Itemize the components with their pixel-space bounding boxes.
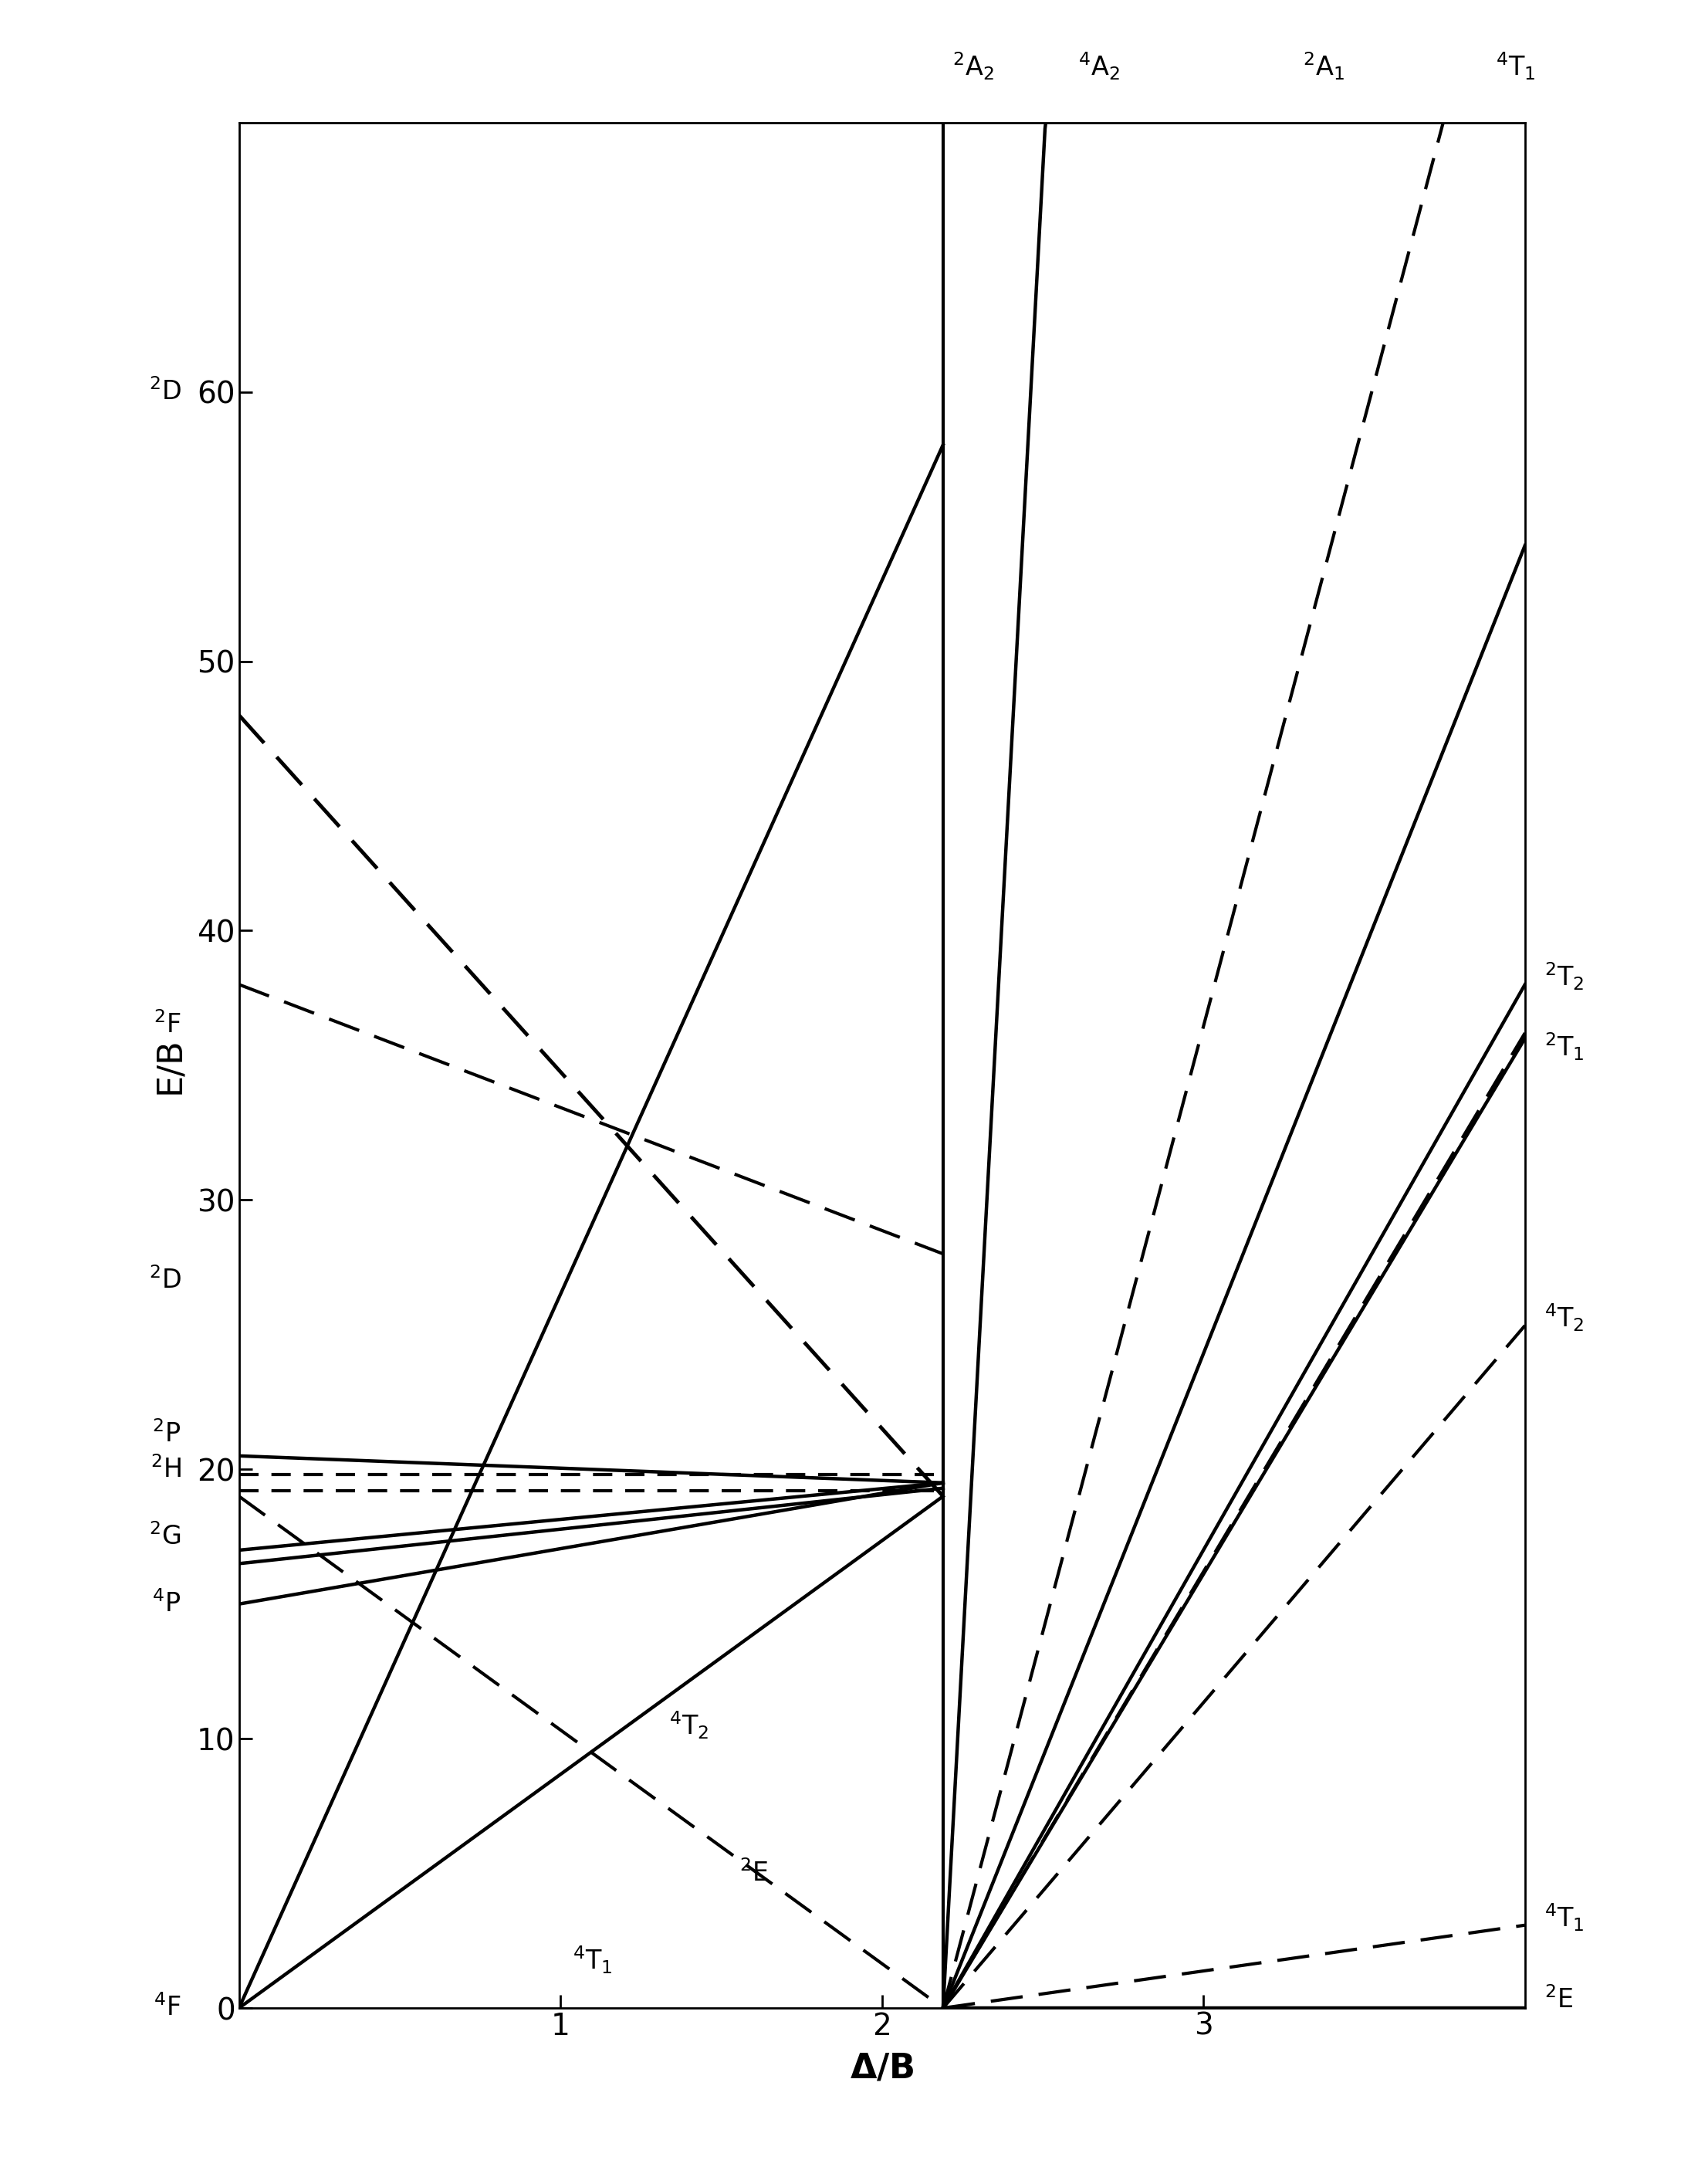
Text: $^2$P: $^2$P [153,1422,182,1448]
Text: $^2$F: $^2$F [155,1011,182,1037]
Text: $^4$T$_1$: $^4$T$_1$ [1496,50,1537,83]
Text: $^2$G: $^2$G [149,1522,182,1551]
Text: $^2$E: $^2$E [739,1861,767,1887]
X-axis label: $\mathbf{\Delta/B}$: $\mathbf{\Delta/B}$ [849,2051,914,2086]
Text: $^4$T$_1$: $^4$T$_1$ [572,1944,613,1977]
Text: $^4$P: $^4$P [153,1590,182,1618]
Text: $^4$A$_2$: $^4$A$_2$ [1078,50,1119,83]
Text: $^4$T$_1$: $^4$T$_1$ [1543,1902,1584,1933]
Text: $^4$T$_2$: $^4$T$_2$ [1543,1302,1584,1332]
Text: $^2$A$_2$: $^2$A$_2$ [953,50,995,83]
Y-axis label: E/B: E/B [153,1037,187,1094]
Text: $^2$H: $^2$H [151,1457,182,1483]
Text: $^2$D: $^2$D [149,378,182,406]
Text: $^2$T$_2$: $^2$T$_2$ [1543,961,1584,992]
Text: $^2$A$_1$: $^2$A$_1$ [1302,50,1345,83]
Text: $^2$T$_1$: $^2$T$_1$ [1543,1031,1584,1061]
Text: $^2$D: $^2$D [149,1267,182,1295]
Text: $^4$T$_2$: $^4$T$_2$ [669,1710,710,1741]
Text: $^4$F: $^4$F [155,1994,182,2022]
Text: $^2$E: $^2$E [1543,1987,1572,2014]
